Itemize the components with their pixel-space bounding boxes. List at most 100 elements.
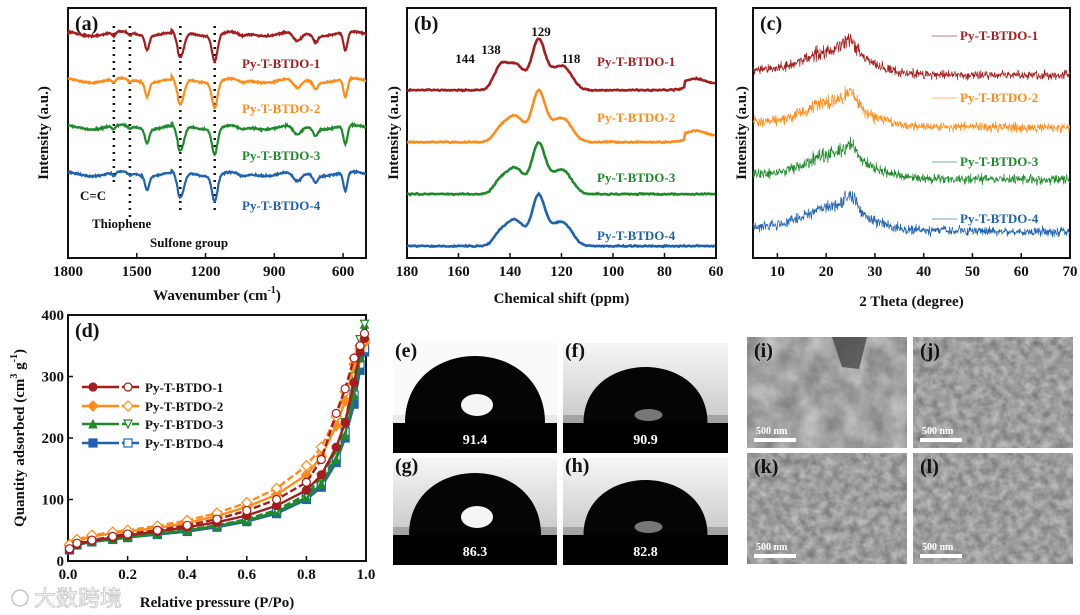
y-label-mid: g bbox=[12, 362, 28, 374]
data-point bbox=[359, 328, 370, 339]
water-droplet bbox=[405, 356, 545, 423]
contact-angle-image-g: 86.3 (g) bbox=[393, 455, 557, 565]
contact-angle-value: 82.8 bbox=[633, 545, 658, 560]
x-tick-label: 120 bbox=[550, 264, 573, 280]
panel-d: 0.0 0.2 0.4 0.6 0.8 1.0 0 100 200 300 400 (d) Relati… bbox=[9, 308, 375, 611]
ftir-curve-4 bbox=[67, 168, 367, 204]
peak-label: 138 bbox=[481, 42, 501, 57]
droplet-highlight bbox=[634, 409, 663, 421]
data-point bbox=[340, 384, 350, 394]
plot-frame bbox=[406, 7, 717, 259]
panel-label: (j) bbox=[920, 340, 940, 362]
scale-bar bbox=[920, 554, 962, 558]
nmr-curve-3 bbox=[406, 141, 716, 197]
y-label-sup: -1 bbox=[9, 354, 20, 362]
ftir-curve-3 bbox=[67, 120, 367, 157]
data-point bbox=[340, 418, 350, 428]
x-axis-label: Relative pressure (P/Po) bbox=[140, 595, 294, 611]
data-point bbox=[301, 477, 311, 487]
legend-label: Py-T-BTDO-3 bbox=[145, 417, 224, 432]
legend-label: Py-T-BTDO-4 bbox=[145, 436, 224, 451]
y-axis-label: Intensity (a.u.) bbox=[734, 86, 750, 180]
scale-bar bbox=[754, 554, 796, 558]
scale-bar bbox=[920, 438, 962, 442]
sem-image-l: 500 nm (l) bbox=[913, 453, 1073, 564]
y-label-sup: 3 bbox=[9, 374, 20, 379]
x-tick-label: 50 bbox=[965, 264, 980, 280]
data-point bbox=[87, 535, 97, 545]
data-point bbox=[72, 538, 82, 548]
sem-texture bbox=[913, 453, 1073, 564]
x-tick-label: 160 bbox=[447, 264, 470, 280]
data-point bbox=[88, 418, 98, 429]
xrd-curve-1 bbox=[752, 33, 1071, 81]
x-tick-label: 1500 bbox=[122, 264, 152, 280]
series-label: Py-T-BTDO-3 bbox=[597, 170, 676, 185]
plot-frame bbox=[67, 7, 367, 259]
contact-angle-value: 90.9 bbox=[633, 433, 658, 448]
peak-label: 118 bbox=[562, 51, 581, 66]
ftir-curve-1 bbox=[66, 27, 368, 64]
data-point bbox=[152, 525, 162, 535]
xrd-curve-4 bbox=[752, 190, 1071, 238]
annotation-thiophene: Thiophene bbox=[92, 216, 151, 231]
x-axis-label-sup: -1 bbox=[267, 285, 275, 296]
plot-frame bbox=[752, 7, 1071, 259]
sem-texture bbox=[747, 453, 907, 564]
series-label: Py-T-BTDO-2 bbox=[960, 90, 1038, 105]
y-label-end: ) bbox=[12, 349, 28, 354]
sem-texture bbox=[913, 337, 1073, 448]
scale-bar bbox=[754, 438, 796, 442]
panel-label: (l) bbox=[920, 456, 939, 478]
x-tick-label: 180 bbox=[396, 264, 419, 280]
panel-c: 10 20 30 40 50 60 70 (c) 2 Theta (degree) Intensi… bbox=[734, 7, 1078, 310]
scale-bar-label: 500 nm bbox=[922, 542, 954, 553]
data-point bbox=[359, 319, 370, 330]
data-point bbox=[64, 544, 75, 554]
xrd-curve-3 bbox=[752, 136, 1071, 186]
series-label: Py-T-BTDO-2 bbox=[242, 101, 320, 116]
x-axis-label: Chemical shift (ppm) bbox=[494, 291, 630, 307]
data-point bbox=[331, 454, 342, 465]
series-label: Py-T-BTDO-4 bbox=[960, 211, 1039, 226]
data-point bbox=[122, 400, 134, 412]
image-base bbox=[563, 423, 728, 453]
panel-b: 180 160 140 120 100 80 60 (b) Chemical shift (pp… bbox=[386, 7, 724, 307]
droplet-highlight bbox=[634, 521, 663, 533]
x-tick-label: 140 bbox=[499, 264, 522, 280]
watermark-logo: 大数跨境 bbox=[11, 587, 122, 612]
sem-image-i: 500 nm (i) bbox=[747, 337, 907, 448]
y-label-text: Quantity adsorbed (cm bbox=[12, 378, 28, 527]
x-tick-label: 0.4 bbox=[178, 567, 197, 583]
x-tick-label: 30 bbox=[867, 264, 882, 280]
panel-label: (a) bbox=[75, 13, 98, 35]
nmr-curve-4 bbox=[406, 191, 716, 249]
data-point bbox=[88, 382, 98, 392]
data-point bbox=[331, 408, 341, 418]
x-tick-label: 40 bbox=[916, 264, 931, 280]
watermark-text: 大数跨境 bbox=[34, 587, 122, 612]
data-point bbox=[87, 400, 99, 412]
data-point bbox=[316, 479, 327, 489]
image-base bbox=[393, 423, 557, 453]
legend-label: Py-T-BTDO-2 bbox=[145, 399, 223, 414]
data-point bbox=[355, 341, 365, 351]
panel-label: (f) bbox=[565, 340, 585, 362]
panel-label: (b) bbox=[414, 13, 438, 35]
data-point bbox=[242, 505, 252, 516]
contact-angle-image-h: 82.8 (h) bbox=[563, 455, 728, 565]
data-point bbox=[122, 529, 133, 539]
y-axis-label: Intensity (a.u.) bbox=[386, 86, 402, 180]
series-label: Py-T-BTDO-2 bbox=[597, 110, 675, 125]
y-tick-label: 300 bbox=[42, 370, 65, 386]
nmr-curve-2 bbox=[406, 88, 716, 145]
x-tick-label: 600 bbox=[332, 264, 355, 280]
x-tick-label: 80 bbox=[657, 264, 672, 280]
data-point bbox=[88, 438, 98, 448]
y-axis-label: Intensity (a.u.) bbox=[36, 86, 52, 180]
annotation-sulfone: Sulfone group bbox=[150, 235, 228, 250]
y-tick-label: 0 bbox=[57, 554, 65, 570]
panel-label: (i) bbox=[754, 340, 773, 362]
x-tick-label: 100 bbox=[602, 264, 625, 280]
x-tick-label: 60 bbox=[709, 264, 724, 280]
